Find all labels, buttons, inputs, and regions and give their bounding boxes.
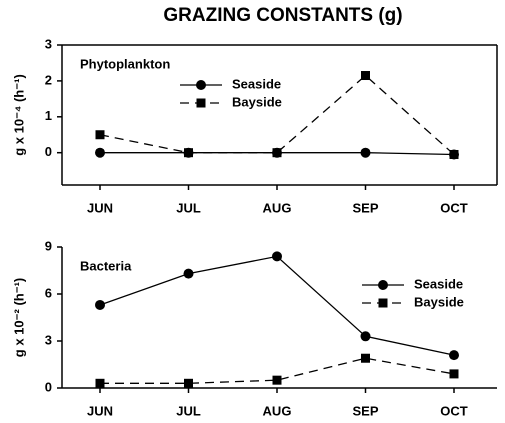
y-axis-label: g x 10⁻² (h⁻¹) (11, 278, 26, 357)
point (184, 378, 193, 388)
point (378, 280, 388, 290)
point (361, 71, 370, 81)
panel-label: Bacteria (80, 258, 132, 273)
x-tick-label: OCT (440, 200, 468, 215)
y-tick-label: 0 (45, 379, 52, 394)
legend-label: Bayside (414, 294, 464, 309)
series-line (99, 74, 455, 155)
point (95, 147, 105, 158)
panel-label: Phytoplankton (80, 56, 170, 71)
x-tick-label: JUL (176, 200, 201, 215)
point (183, 268, 194, 279)
chart-title: GRAZING CONSTANTS (g) (163, 5, 402, 26)
point (361, 353, 370, 363)
x-tick-label: JUL (176, 403, 201, 418)
legend-label: Bayside (232, 94, 282, 109)
y-tick-label: 9 (45, 238, 52, 253)
x-tick-label: SEP (352, 403, 378, 418)
point (378, 298, 388, 308)
y-tick-label: 1 (45, 108, 52, 123)
legend-label: Seaside (414, 276, 463, 291)
y-tick-label: 2 (45, 72, 52, 87)
point (196, 98, 206, 108)
x-tick-label: JUN (87, 403, 113, 418)
point (184, 148, 193, 158)
point (272, 148, 282, 158)
x-tick-label: SEP (352, 200, 378, 215)
y-tick-label: 6 (45, 285, 52, 300)
point (272, 251, 282, 262)
point (95, 299, 105, 310)
series-line (99, 255, 455, 356)
point (449, 350, 459, 361)
point (449, 149, 459, 159)
y-axis-label: g x 10⁻⁴ (h⁻¹) (11, 74, 26, 156)
x-tick-label: AUG (263, 403, 292, 418)
legend-label: Seaside (232, 76, 281, 91)
point (196, 80, 206, 90)
point (95, 378, 105, 388)
point (449, 369, 459, 379)
x-tick-label: AUG (263, 200, 292, 215)
y-tick-label: 3 (45, 332, 52, 347)
y-tick-label: 0 (45, 144, 52, 159)
x-tick-label: JUN (87, 200, 113, 215)
x-tick-label: OCT (440, 403, 468, 418)
point (95, 130, 105, 140)
point (360, 331, 371, 342)
y-tick-label: 3 (45, 36, 52, 51)
point (360, 147, 371, 158)
point (272, 375, 282, 385)
